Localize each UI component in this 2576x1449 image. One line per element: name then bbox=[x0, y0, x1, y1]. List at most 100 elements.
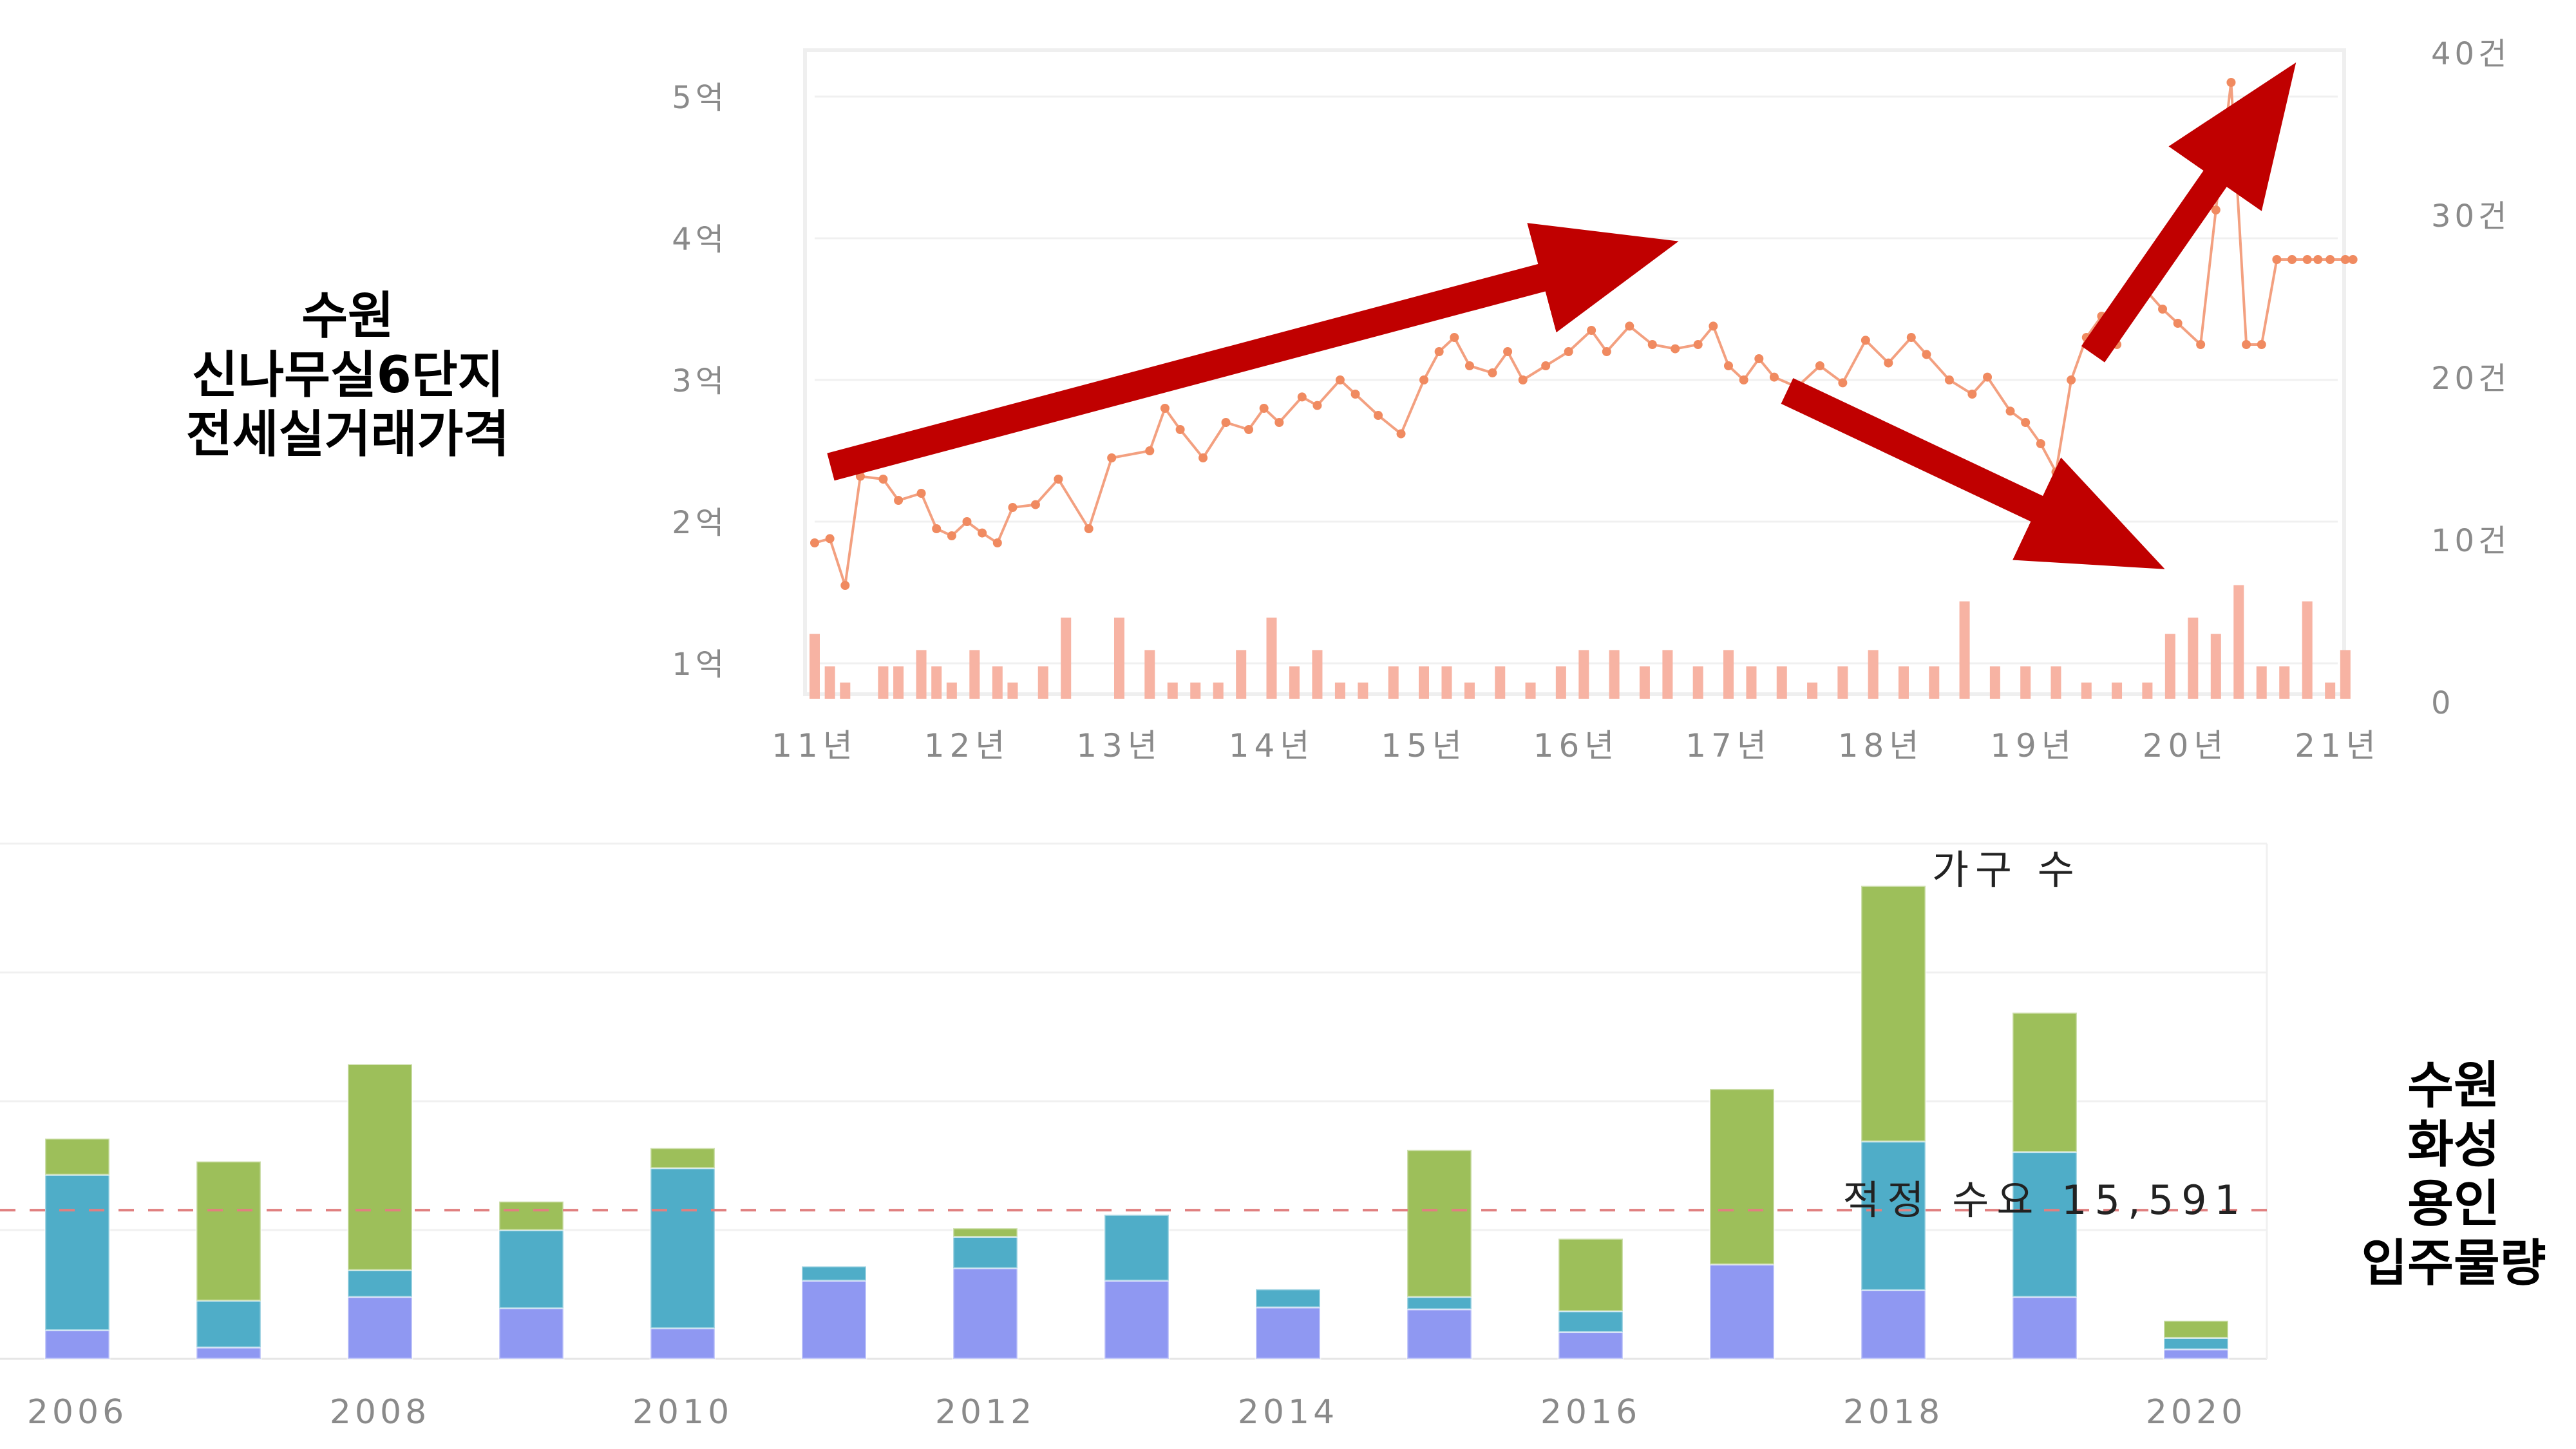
supply-year-label: 2020 bbox=[2146, 1393, 2246, 1432]
price-point bbox=[1815, 361, 1824, 370]
price-point bbox=[1008, 503, 1018, 512]
supply-bar-segment bbox=[498, 1307, 565, 1360]
supply-bar-segment bbox=[346, 1269, 413, 1298]
volume-bar bbox=[1495, 666, 1506, 699]
volume-tick-label: 0 bbox=[2431, 685, 2455, 721]
volume-bar bbox=[1419, 666, 1429, 699]
year-tick-label: 14년 bbox=[1229, 727, 1315, 764]
volume-bar bbox=[946, 682, 957, 699]
year-tick-label: 21년 bbox=[2295, 727, 2381, 764]
top-title-line-3: 전세실거래가격 bbox=[185, 406, 510, 464]
volume-bar bbox=[1464, 682, 1475, 699]
supply-bar-segment bbox=[2011, 1151, 2078, 1298]
supply-bar-segment bbox=[1406, 1149, 1473, 1298]
price-point bbox=[2005, 406, 2015, 416]
supply-bar-segment bbox=[952, 1267, 1019, 1360]
price-plot-area bbox=[803, 48, 2346, 696]
supply-bar-segment bbox=[1709, 1088, 1776, 1265]
volume-bar bbox=[2233, 585, 2244, 699]
price-tick-label: 1억 bbox=[672, 647, 728, 683]
price-point bbox=[1754, 354, 1764, 363]
volume-bar bbox=[1525, 682, 1536, 699]
price-point bbox=[1464, 361, 1474, 370]
price-point bbox=[1350, 390, 1360, 399]
price-point bbox=[2340, 255, 2350, 264]
volume-tick-label: 20건 bbox=[2431, 361, 2510, 397]
top-title-line-2: 신나무실6단지 bbox=[191, 346, 504, 405]
volume-bar bbox=[2112, 682, 2123, 699]
price-point bbox=[2067, 375, 2076, 384]
price-point bbox=[1967, 390, 1977, 399]
supply-bar-segment bbox=[346, 1296, 413, 1360]
price-point bbox=[916, 489, 926, 498]
year-tick-label: 18년 bbox=[1838, 727, 1924, 764]
price-point bbox=[962, 517, 972, 526]
supply-bar-segment bbox=[2163, 1336, 2230, 1350]
volume-bar bbox=[2340, 650, 2351, 699]
volume-bar bbox=[1236, 650, 1247, 699]
volume-bar bbox=[1639, 666, 1650, 699]
trend-arrow-up-long bbox=[827, 223, 1679, 481]
supply-year-label: 2012 bbox=[935, 1393, 1036, 1432]
price-point bbox=[1450, 333, 1459, 342]
volume-bar bbox=[1114, 618, 1124, 699]
volume-bar bbox=[1061, 618, 1072, 699]
price-point bbox=[932, 524, 942, 533]
price-point bbox=[1906, 333, 1916, 342]
volume-bar bbox=[840, 682, 851, 699]
volume-bar bbox=[810, 634, 820, 699]
price-point bbox=[2036, 439, 2045, 448]
supply-bar-segment bbox=[1860, 885, 1927, 1142]
volume-bar bbox=[1190, 682, 1201, 699]
volume-bar bbox=[2302, 601, 2313, 699]
volume-bar bbox=[2256, 666, 2267, 699]
price-point bbox=[1259, 404, 1269, 413]
supply-bar-segment bbox=[800, 1280, 867, 1360]
volume-bar bbox=[878, 666, 889, 699]
year-tick-label: 20년 bbox=[2143, 727, 2229, 764]
volume-bar bbox=[1929, 666, 1940, 699]
volume-bar bbox=[1746, 666, 1757, 699]
price-point bbox=[1693, 340, 1703, 349]
volume-bar bbox=[2210, 634, 2221, 699]
volume-tick-label: 10건 bbox=[2431, 523, 2510, 559]
price-point bbox=[1488, 368, 1497, 377]
price-point bbox=[1160, 404, 1170, 413]
price-point bbox=[978, 528, 987, 538]
price-point bbox=[2257, 340, 2266, 349]
volume-bar bbox=[1167, 682, 1178, 699]
price-point bbox=[947, 531, 956, 540]
price-point bbox=[1503, 347, 1513, 356]
year-tick-label: 15년 bbox=[1381, 727, 1467, 764]
price-tick-label: 2억 bbox=[672, 505, 728, 541]
price-point bbox=[2051, 468, 2061, 477]
supply-bars bbox=[44, 885, 2230, 1360]
volume-bar bbox=[931, 666, 942, 699]
price-point bbox=[1861, 336, 1870, 345]
supply-year-label: 2014 bbox=[1238, 1393, 1338, 1432]
volume-axis-ticks: 0 10건 20건 30건 40건 bbox=[2431, 36, 2510, 721]
volume-bar bbox=[1289, 666, 1300, 699]
supply-bar-segment bbox=[346, 1063, 413, 1271]
volume-bar bbox=[1358, 682, 1368, 699]
price-point bbox=[1297, 392, 1307, 402]
volume-bar bbox=[1807, 682, 1818, 699]
volume-bar bbox=[893, 666, 904, 699]
price-point bbox=[992, 538, 1002, 547]
year-tick-label: 11년 bbox=[772, 727, 858, 764]
volume-bar bbox=[2164, 634, 2175, 699]
volume-bar bbox=[1037, 666, 1048, 699]
price-point bbox=[1084, 524, 1094, 533]
price-point bbox=[1198, 453, 1208, 462]
price-point bbox=[1396, 429, 1406, 439]
supply-bar-segment bbox=[1406, 1308, 1473, 1360]
price-point bbox=[1564, 347, 1573, 356]
trend-arrows bbox=[827, 62, 2297, 569]
volume-bar bbox=[2325, 682, 2336, 699]
price-tick-label: 3억 bbox=[672, 363, 728, 399]
bottom-title-line-2: 화성 bbox=[2407, 1116, 2500, 1175]
supply-bar-segment bbox=[195, 1346, 262, 1360]
volume-bar bbox=[916, 650, 927, 699]
supply-bar-segment bbox=[2163, 1320, 2230, 1339]
